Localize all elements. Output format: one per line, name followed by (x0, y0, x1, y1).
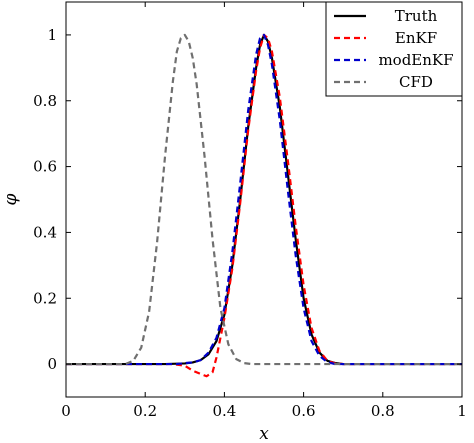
x-tick-label: 0 (61, 402, 71, 420)
x-tick-label: 1 (457, 402, 467, 420)
y-tick-label: 1 (47, 26, 57, 44)
y-tick-label: 0.2 (33, 289, 57, 307)
x-tick-label: 0.2 (133, 402, 157, 420)
plot-frame (65, 1, 463, 398)
series-line-cfd (66, 33, 462, 366)
x-tick-label: 0.4 (212, 402, 236, 420)
legend: Truth EnKF modEnKF CFD (325, 1, 463, 97)
y-tick-label: 0.8 (33, 92, 57, 110)
y-tick-label: 0.4 (33, 223, 57, 241)
x-tick-label: 0.6 (292, 402, 316, 420)
y-tick-label: 0 (47, 355, 57, 373)
legend-label-truth: Truth (395, 7, 438, 25)
legend-label-enkf: EnKF (395, 29, 437, 47)
legend-box (325, 1, 463, 97)
legend-label-modenkf: modEnKF (378, 51, 453, 69)
series-line-modenkf (66, 33, 462, 366)
y-tick-label: 0.6 (33, 158, 57, 176)
ticks-layer: 0 0.2 0.4 0.6 0.8 1 0 0.2 0.4 0.6 0.8 1 (33, 2, 467, 420)
x-tick-label: 0.8 (371, 402, 395, 420)
x-axis-label: x (259, 424, 269, 443)
legend-label-cfd: CFD (399, 73, 433, 91)
y-axis-label: φ (1, 193, 21, 205)
series-layer (66, 33, 462, 378)
